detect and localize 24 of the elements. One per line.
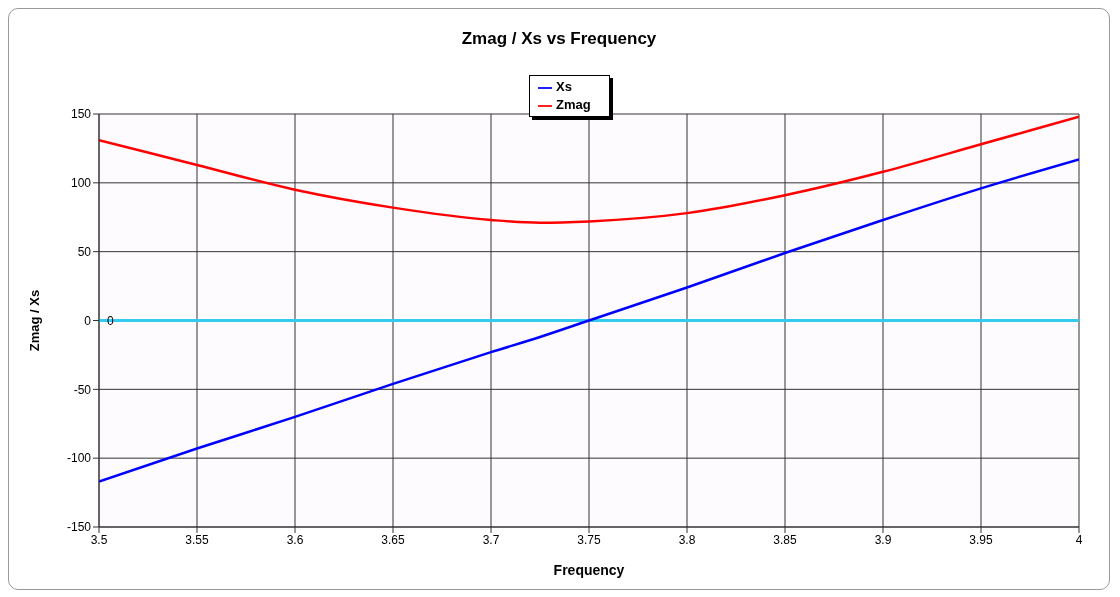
x-tick-label: 3.6 [286,532,304,547]
x-tick-label: 3.7 [482,532,500,547]
x-tick-label: 3.95 [969,532,993,547]
x-tick-label: 4 [1075,532,1083,547]
y-tick-label: 100 [70,176,92,191]
x-tick-label: 3.8 [678,532,696,547]
ref-line-label: 0 [107,313,114,328]
y-tick-label: 150 [70,107,92,122]
legend-label: Zmag [556,97,591,112]
x-tick-label: 3.55 [185,532,209,547]
x-tick-label: 3.85 [773,532,797,547]
y-tick-label: -100 [66,451,92,466]
y-tick-label: 0 [84,313,92,328]
x-tick-label: 3.5 [90,532,108,547]
x-tick-label: 3.75 [577,532,601,547]
y-tick-label: -150 [66,520,92,535]
x-tick-label: 3.65 [381,532,405,547]
legend-label: Xs [556,79,572,94]
chart-title: Zmag / Xs vs Frequency [460,28,658,50]
y-tick-label: -50 [73,382,92,397]
y-tick-label: 50 [77,244,92,259]
x-tick-label: 3.9 [874,532,892,547]
x-axis-title: Frequency [553,561,625,578]
y-axis-title: Zmag / Xs [26,289,42,352]
